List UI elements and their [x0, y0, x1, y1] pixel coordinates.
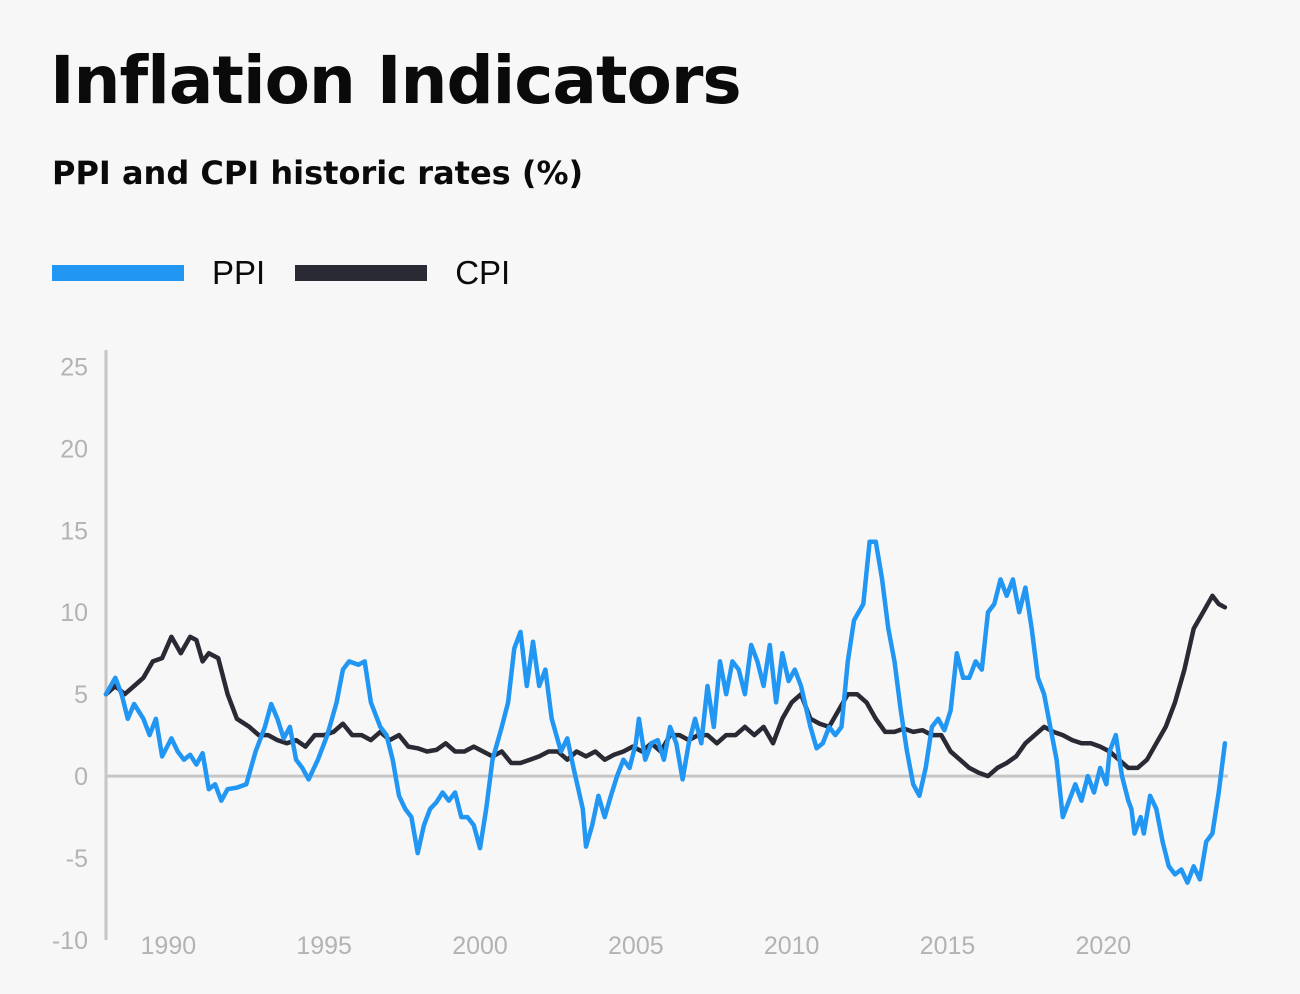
legend-item-cpi: CPI [295, 254, 510, 292]
x-tick-label: 2010 [764, 932, 820, 960]
series-line-ppi [103, 539, 1228, 885]
y-axis-ticks: -10 -5 0 5 10 15 20 25 [52, 353, 88, 955]
legend-swatch-ppi [52, 265, 184, 281]
x-tick-label: 2020 [1076, 932, 1132, 960]
x-tick-label: 1990 [141, 932, 197, 960]
x-axis-ticks: 1990 1995 2000 2005 2010 2015 2020 [141, 932, 1132, 960]
x-tick-label: 2005 [608, 932, 664, 960]
x-tick-label: 2015 [920, 932, 976, 960]
y-tick-label: 5 [74, 681, 88, 709]
legend-label-ppi: PPI [212, 254, 266, 291]
series-layer [103, 539, 1228, 885]
legend-label-cpi: CPI [455, 254, 511, 291]
x-tick-label: 1995 [296, 932, 352, 960]
y-tick-label: 20 [60, 435, 88, 463]
y-tick-label: 0 [74, 763, 88, 791]
y-tick-label: 15 [60, 517, 88, 545]
legend-swatch-cpi [295, 265, 428, 281]
y-tick-label: -10 [52, 927, 88, 955]
y-tick-label: 10 [60, 599, 88, 627]
x-tick-label: 2000 [452, 932, 508, 960]
legend-item-ppi: PPI [52, 254, 265, 292]
legend: PPI CPI [52, 254, 540, 292]
y-tick-label: 25 [60, 353, 88, 381]
chart-subtitle: PPI and CPI historic rates (%) [52, 154, 584, 192]
y-tick-label: -5 [66, 845, 88, 873]
line-chart: -10 -5 0 5 10 15 20 25 1990 1995 2000 2005 2010 2015… [52, 350, 1228, 960]
chart-title: Inflation Indicators [50, 42, 742, 119]
